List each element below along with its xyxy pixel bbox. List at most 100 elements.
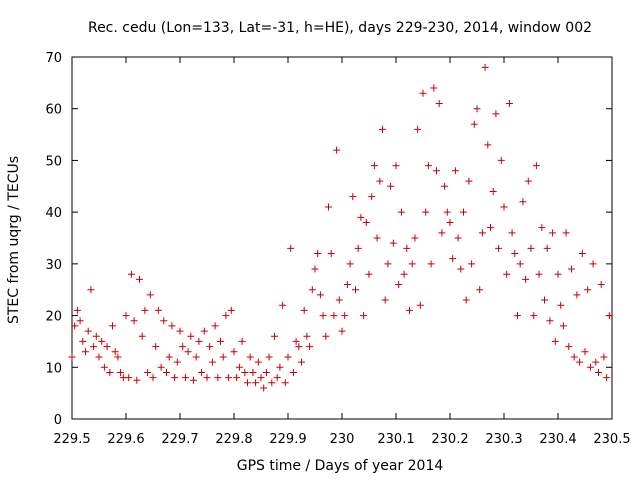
data-point [465, 177, 473, 185]
data-point [411, 234, 419, 242]
data-point [281, 379, 289, 387]
data-point [111, 348, 119, 356]
data-point [173, 358, 181, 366]
data-point [84, 327, 92, 335]
data-point [322, 332, 330, 340]
data-point [127, 270, 135, 278]
data-point [206, 343, 214, 351]
data-point [71, 322, 79, 330]
data-point [100, 363, 108, 371]
data-point [233, 374, 241, 382]
data-point [133, 376, 141, 384]
data-point [422, 208, 430, 216]
data-point [152, 343, 160, 351]
data-point [362, 218, 370, 226]
x-tick-label: 230.3 [485, 432, 522, 447]
data-point [435, 100, 443, 108]
data-point [387, 182, 395, 190]
data-point [597, 281, 605, 289]
data-point [149, 374, 157, 382]
data-point [252, 379, 260, 387]
y-tick-label: 30 [45, 258, 62, 273]
data-point [157, 363, 165, 371]
data-point [354, 244, 362, 252]
data-point [179, 343, 187, 351]
data-point [103, 343, 111, 351]
data-point [438, 229, 446, 237]
data-point [400, 270, 408, 278]
data-point [408, 260, 416, 268]
data-point [109, 322, 116, 330]
y-tick-label: 40 [45, 206, 62, 221]
data-point [273, 374, 281, 382]
data-point [489, 187, 497, 195]
data-point [208, 358, 216, 366]
data-point [306, 343, 314, 351]
data-point [235, 363, 243, 371]
data-point [198, 368, 206, 376]
data-point [419, 89, 427, 97]
data-point [584, 286, 592, 294]
data-point [527, 244, 535, 252]
data-point [138, 332, 146, 340]
data-point [238, 337, 246, 345]
x-axis-label: GPS time / Days of year 2014 [237, 458, 444, 474]
data-point [457, 265, 465, 273]
data-point [122, 312, 130, 320]
x-tick-label: 229.9 [269, 432, 306, 447]
data-point [341, 312, 349, 320]
data-point [289, 368, 297, 376]
data-point [114, 353, 122, 361]
data-point [406, 306, 413, 314]
data-point [573, 291, 581, 299]
data-point [370, 162, 378, 170]
data-point [106, 368, 114, 376]
data-point [260, 384, 268, 392]
data-point [460, 208, 467, 216]
data-point [303, 332, 311, 340]
x-tick-label: 230.2 [431, 432, 468, 447]
data-point [141, 306, 149, 314]
y-tick-label: 20 [45, 310, 62, 325]
data-point [562, 229, 570, 237]
data-point [246, 353, 254, 361]
data-point [524, 177, 532, 185]
data-point [546, 317, 554, 325]
data-point [470, 120, 478, 128]
data-point [381, 296, 389, 304]
data-point [570, 353, 578, 361]
data-point [549, 229, 557, 237]
y-tick-label: 10 [45, 361, 62, 376]
data-point [203, 374, 211, 382]
data-point [268, 379, 276, 387]
data-point [600, 353, 608, 361]
data-point [505, 100, 513, 108]
data-point [581, 348, 589, 356]
data-point [225, 374, 233, 382]
data-point [568, 265, 575, 273]
data-point [219, 353, 227, 361]
data-point [271, 332, 278, 340]
data-point [551, 337, 559, 345]
data-point [76, 317, 84, 325]
data-point [395, 281, 403, 289]
data-point [451, 167, 459, 175]
y-axis-label: STEC from uqrg / TECUs [6, 156, 22, 324]
data-point [416, 301, 424, 309]
data-point [95, 353, 103, 361]
data-point [357, 213, 365, 221]
data-point [476, 286, 484, 294]
data-point [492, 110, 500, 118]
data-point [389, 239, 397, 247]
data-point [538, 224, 546, 232]
data-point [541, 296, 548, 304]
data-point [284, 353, 292, 361]
data-point [430, 84, 438, 92]
data-point [160, 317, 168, 325]
data-point [87, 286, 95, 294]
data-point [373, 234, 381, 242]
data-point [603, 374, 611, 382]
data-point [487, 224, 494, 232]
data-point [314, 250, 322, 258]
